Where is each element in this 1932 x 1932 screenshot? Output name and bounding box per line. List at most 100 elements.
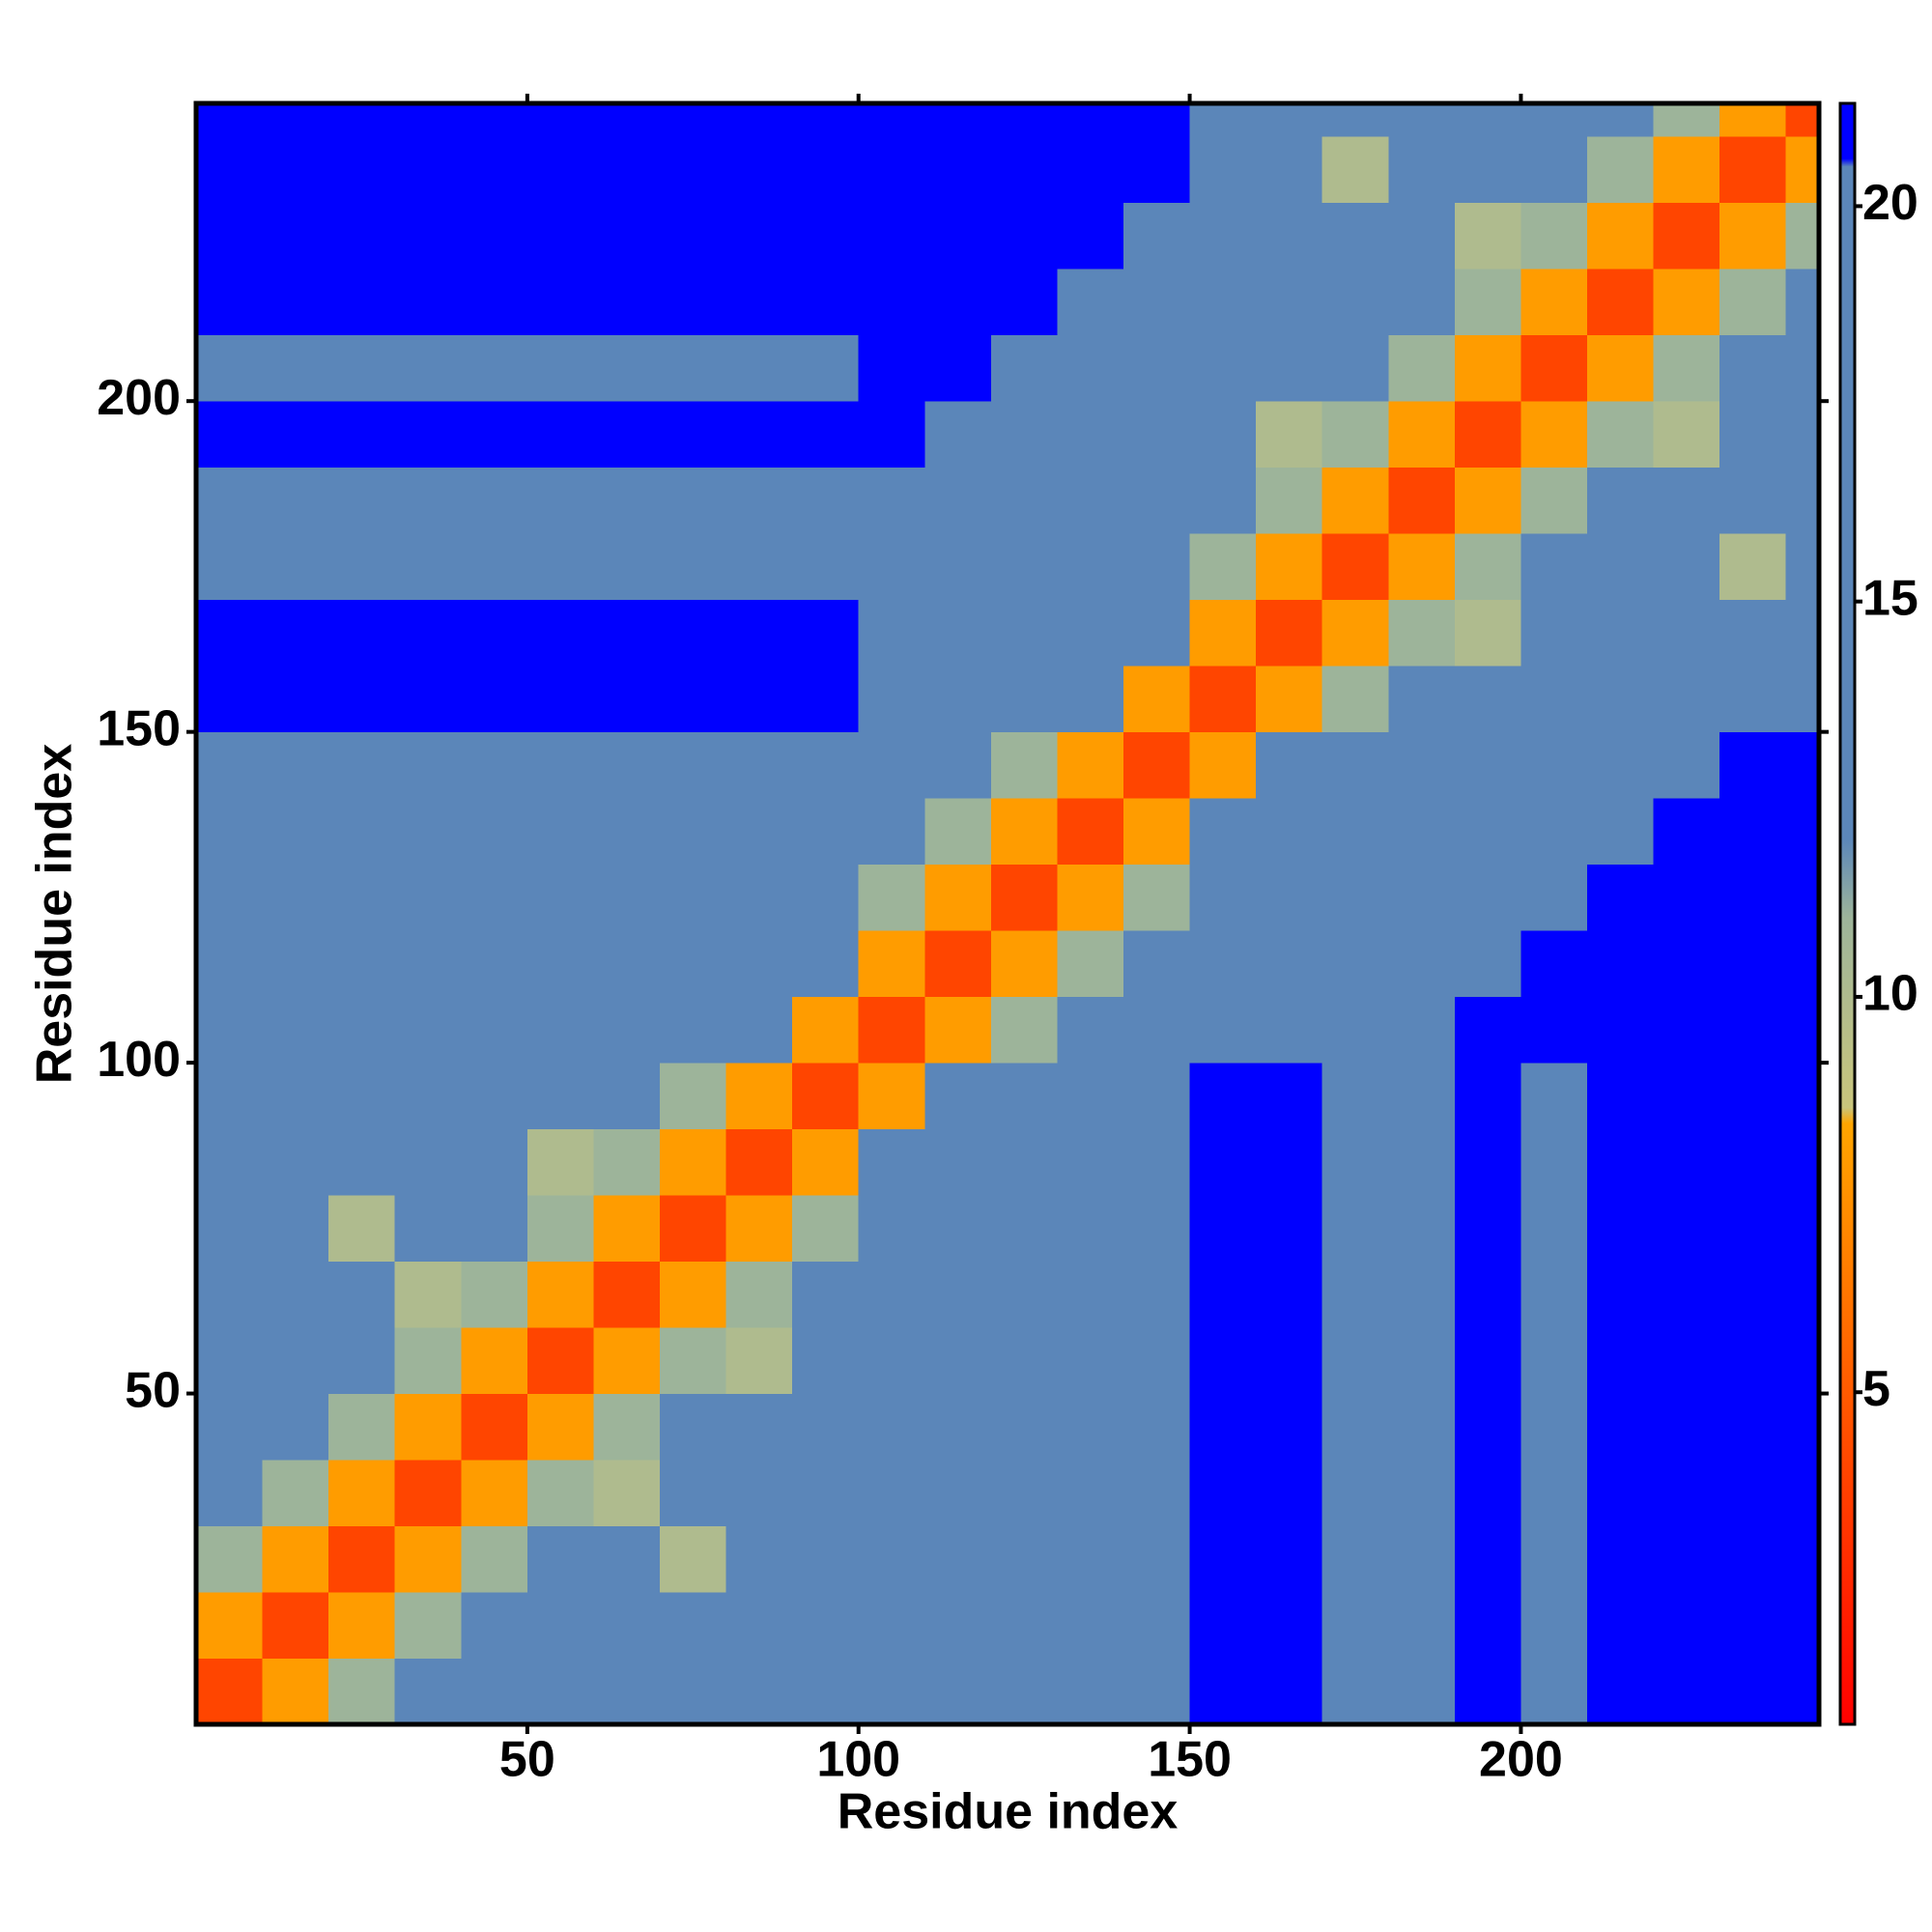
heatmap-cell [1256,1393,1323,1461]
heatmap-cell [328,996,396,1064]
heatmap-cell [725,1261,793,1328]
heatmap-cell [990,1327,1058,1395]
heatmap-cell [1123,269,1191,336]
heatmap-cell [593,996,661,1064]
heatmap-cell [990,334,1058,402]
heatmap-cell [858,1128,925,1196]
heatmap-cell [593,1393,661,1461]
heatmap-cell [1454,1063,1521,1130]
heatmap-cell [394,1327,462,1395]
heatmap-cell [1653,202,1720,270]
heatmap-cell [1256,666,1323,733]
heatmap-cell [1520,798,1588,866]
heatmap-cell [1785,1393,1820,1461]
heatmap-cell [990,666,1058,733]
heatmap-cell [1719,1592,1787,1660]
heatmap-cell [1388,467,1456,534]
heatmap-cell [1321,1195,1389,1263]
heatmap-cell [1388,599,1456,667]
heatmap-cell [461,401,528,469]
heatmap-cell [593,599,661,667]
heatmap-cell [924,930,992,998]
heatmap-cell [394,1525,462,1593]
heatmap-cell [461,136,528,204]
heatmap-cell [1057,1327,1124,1395]
heatmap-cell [792,1128,860,1196]
heatmap-cell [660,666,727,733]
heatmap-cell [792,1261,860,1328]
heatmap-cell [394,1261,462,1328]
heatmap-cell [1256,599,1323,667]
heatmap-cell [1123,731,1191,799]
heatmap-cell [1388,269,1456,336]
heatmap-cell [394,864,462,931]
heatmap-cell [1189,1658,1257,1725]
heatmap-cell [725,996,793,1064]
heatmap-cell [526,269,594,336]
heatmap-cell [1454,1525,1521,1593]
heatmap-cell [196,136,264,204]
heatmap-cell [1454,1261,1521,1328]
heatmap-cell [196,1327,264,1395]
heatmap-cell [924,103,992,137]
heatmap-cell [792,1658,860,1725]
y-axis-title: Residue index [27,744,83,1085]
heatmap-cell [1785,1261,1820,1328]
heatmap-cell [924,1658,992,1725]
heatmap-cell [1256,269,1323,336]
heatmap-cell [394,666,462,733]
heatmap-cell [990,269,1058,336]
heatmap-cell [526,401,594,469]
heatmap-cell [1587,136,1655,204]
heatmap-cell [1587,1327,1655,1395]
heatmap-cell [725,334,793,402]
colorbar-tick-label: 20 [1862,175,1918,231]
heatmap-cell [461,996,528,1064]
heatmap-cell [526,930,594,998]
heatmap-cell [328,1592,396,1660]
heatmap-cell [990,1195,1058,1263]
heatmap-cell [1189,1327,1257,1395]
heatmap-cell [328,467,396,534]
heatmap-cell [1520,1460,1588,1527]
heatmap-cell [1719,269,1787,336]
heatmap-cell [725,666,793,733]
heatmap-cell [792,533,860,601]
heatmap-cell [858,731,925,799]
heatmap-cell [990,599,1058,667]
heatmap-cell [660,1592,727,1660]
heatmap-cell [526,533,594,601]
heatmap-cell [1719,666,1787,733]
heatmap-cell [262,731,329,799]
heatmap-cell [990,1128,1058,1196]
heatmap-cell [1719,533,1787,601]
heatmap-cell [1520,103,1588,137]
heatmap-cell [593,334,661,402]
heatmap-cell [990,103,1058,137]
heatmap-cell [328,731,396,799]
heatmap-cell [1189,1128,1257,1196]
heatmap-cell [1454,1460,1521,1527]
heatmap-cell [990,401,1058,469]
heatmap-cell [1321,401,1389,469]
heatmap-cell [526,1525,594,1593]
heatmap-cell [196,467,264,534]
heatmap-cell [858,996,925,1064]
x-tick-label: 200 [1479,1732,1563,1788]
colorbar [1838,101,1857,1726]
heatmap-cell [593,731,661,799]
heatmap-cell [593,1261,661,1328]
heatmap-cell [461,103,528,137]
heatmap-cell [1520,930,1588,998]
heatmap-cell [1719,1525,1787,1593]
heatmap-cell [461,269,528,336]
heatmap-cell [196,1525,264,1593]
heatmap-cell [1587,864,1655,931]
heatmap-cell [262,269,329,336]
heatmap-cell [990,467,1058,534]
heatmap-cell [990,930,1058,998]
heatmap-cell [1785,136,1820,204]
heatmap-cell [1587,1592,1655,1660]
heatmap-cell [858,533,925,601]
heatmap-cell [1057,1393,1124,1461]
